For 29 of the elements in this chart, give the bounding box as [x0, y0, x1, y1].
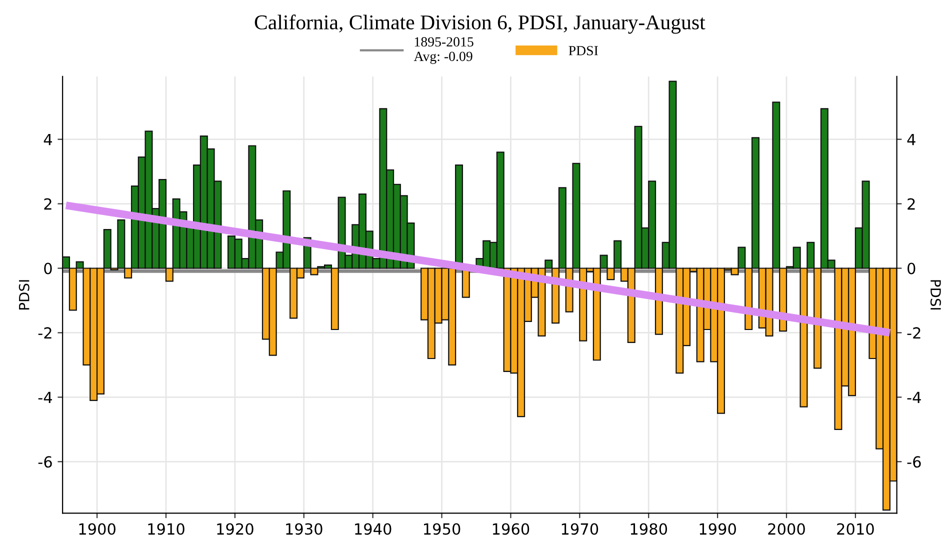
y-axis-title: PDSI [18, 280, 30, 310]
y2-tick-label: -4 [907, 392, 921, 403]
x-tick-label: 1950 [424, 523, 460, 535]
y2-tick-label: -2 [907, 327, 920, 339]
y-tick-label: -6 [38, 456, 52, 468]
x-tick-label: 2000 [768, 523, 805, 535]
x-tick-label: 1910 [148, 523, 184, 535]
y2-tick-label: 0 [908, 262, 916, 274]
x-tick-label: 1970 [562, 523, 598, 535]
x-tick-label: 1930 [286, 523, 322, 535]
y2-axis-title: PDSI [930, 280, 941, 310]
y2-tick-label: 2 [908, 198, 915, 210]
x-tick-label: 1980 [630, 523, 668, 535]
y-tick-label: -2 [38, 327, 52, 339]
y2-tick-label: 4 [907, 134, 916, 146]
x-tick-label: 1990 [700, 523, 736, 535]
y2-tick-label: -6 [907, 456, 921, 468]
x-tick-label: 1920 [217, 523, 254, 535]
y-tick-label: -4 [38, 392, 52, 403]
legend-label: PDSI [568, 46, 598, 56]
y-tick-label: 0 [44, 262, 52, 274]
legend-label: 1895-2015 Avg: -0.09 [414, 37, 474, 64]
x-tick-label: 1960 [492, 523, 530, 535]
y-tick-label: 4 [44, 134, 52, 146]
chart-title: California, Climate Division 6, PDSI, January-August [254, 14, 706, 34]
y-tick-label: 2 [44, 198, 52, 210]
x-tick-label: 1900 [79, 523, 116, 535]
x-tick-label: 2010 [837, 523, 874, 535]
x-tick-label: 1940 [355, 523, 392, 535]
